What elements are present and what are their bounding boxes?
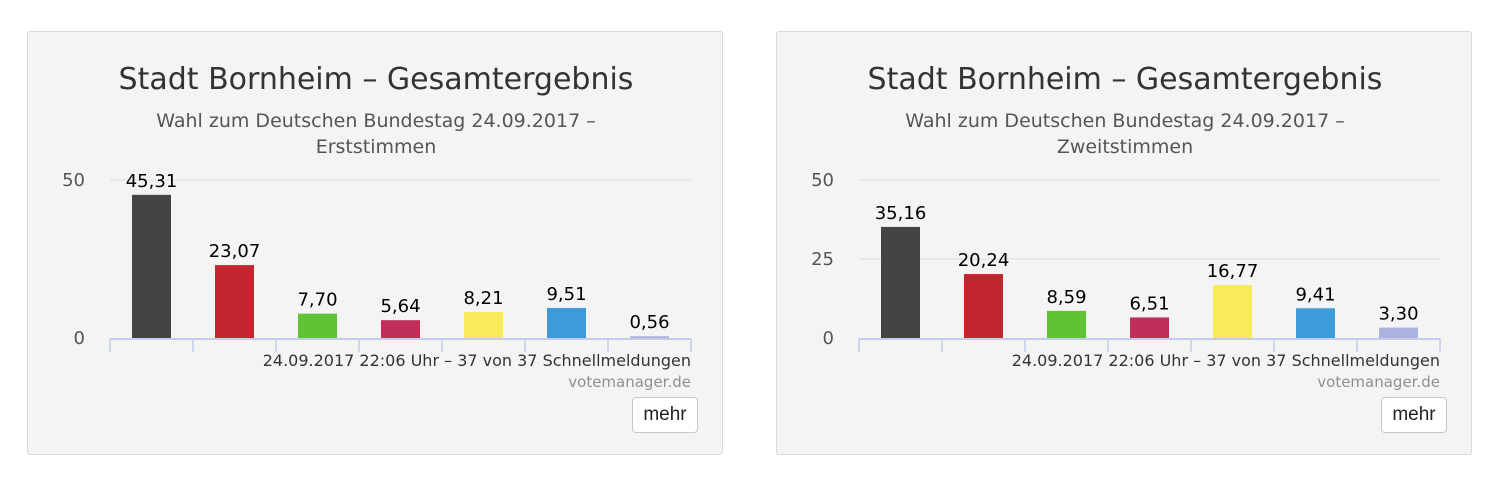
footer-timestamp: 24.09.2017 22:06 Uhr – 37 von 37 Schnell…: [1012, 351, 1440, 370]
data-label: 9,51: [546, 284, 586, 305]
data-label: 23,07: [209, 241, 261, 262]
bar[interactable]: [964, 274, 1003, 338]
data-label: 3,30: [1378, 304, 1418, 325]
bar[interactable]: [464, 312, 503, 338]
results-card-erststimmen: Stadt Bornheim – Gesamtergebnis Wahl zum …: [27, 31, 723, 455]
footer-timestamp: 24.09.2017 22:06 Uhr – 37 von 37 Schnell…: [263, 351, 691, 370]
y-tick-label: 0: [823, 328, 834, 349]
chart-subtitle-line: Zweitstimmen: [1057, 136, 1193, 158]
chart-title: Stadt Bornheim – Gesamtergebnis: [119, 62, 634, 97]
data-label: 7,70: [297, 290, 337, 311]
bar[interactable]: [1213, 285, 1252, 338]
more-button[interactable]: mehr: [632, 397, 698, 433]
data-label: 6,51: [1129, 293, 1169, 314]
bar[interactable]: [1296, 308, 1335, 338]
more-button[interactable]: mehr: [1381, 397, 1447, 433]
data-label: 8,21: [463, 288, 503, 309]
data-label: 35,16: [875, 203, 927, 224]
data-label: 16,77: [1207, 261, 1259, 282]
bar-chart-zweitstimmen: Stadt Bornheim – Gesamtergebnis Wahl zum …: [811, 62, 1441, 391]
y-tick-label: 0: [74, 328, 85, 349]
y-tick-label: 50: [62, 170, 85, 191]
y-tick-label: 50: [811, 170, 834, 191]
y-tick-label: 25: [811, 249, 834, 270]
bar[interactable]: [132, 194, 171, 338]
data-label: 9,41: [1295, 284, 1335, 305]
data-label: 0,56: [629, 312, 669, 333]
bar[interactable]: [547, 307, 586, 338]
credit-link: votemanager.de: [568, 373, 691, 391]
credit-link: votemanager.de: [1317, 373, 1440, 391]
chart-subtitle-line: Erststimmen: [316, 136, 437, 158]
bar[interactable]: [630, 336, 669, 338]
data-label: 8,59: [1046, 287, 1086, 308]
bar[interactable]: [1047, 310, 1086, 338]
bar[interactable]: [298, 313, 337, 338]
bar[interactable]: [215, 265, 254, 338]
data-label: 20,24: [958, 250, 1010, 271]
bar[interactable]: [1130, 317, 1169, 338]
bar[interactable]: [881, 226, 920, 338]
results-card-zweitstimmen: Stadt Bornheim – Gesamtergebnis Wahl zum …: [776, 31, 1472, 455]
chart-subtitle-line: Wahl zum Deutschen Bundestag 24.09.2017 …: [156, 110, 595, 132]
bar[interactable]: [381, 320, 420, 338]
bar-chart-erststimmen: Stadt Bornheim – Gesamtergebnis Wahl zum …: [62, 62, 692, 391]
data-label: 45,31: [126, 171, 178, 192]
chart-title: Stadt Bornheim – Gesamtergebnis: [868, 62, 1383, 97]
data-label: 5,64: [380, 296, 420, 317]
chart-subtitle-line: Wahl zum Deutschen Bundestag 24.09.2017 …: [905, 110, 1344, 132]
bar[interactable]: [1379, 327, 1418, 338]
